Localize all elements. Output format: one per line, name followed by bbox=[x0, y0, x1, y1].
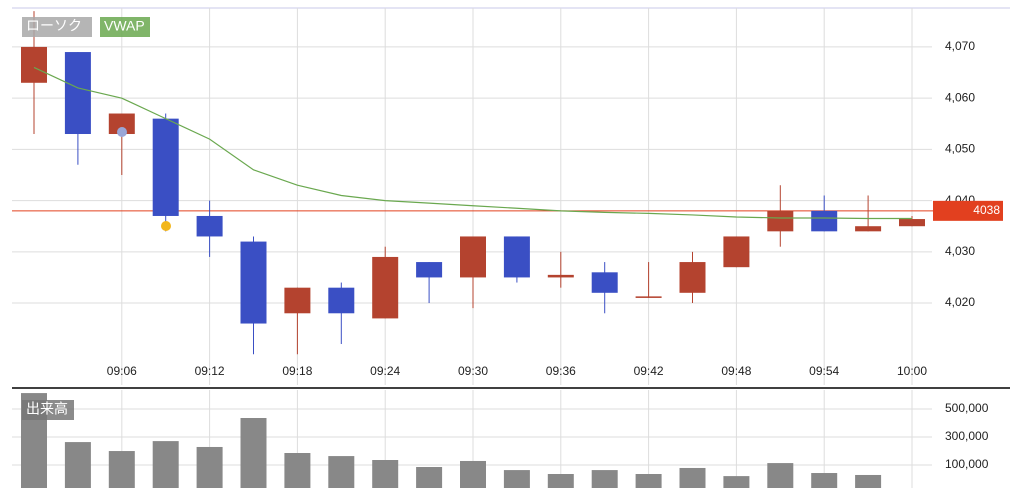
x-tick-label: 09:48 bbox=[721, 364, 751, 378]
candle-body bbox=[460, 236, 486, 278]
candle-body bbox=[811, 210, 838, 232]
candle-body bbox=[64, 52, 91, 135]
last-price-label: 4038 bbox=[973, 203, 1000, 217]
volume-bar bbox=[503, 470, 530, 488]
candle-body bbox=[635, 296, 662, 298]
candle-body bbox=[108, 113, 135, 135]
candle-body bbox=[21, 46, 47, 83]
volume-bar bbox=[64, 442, 91, 488]
volume-bar bbox=[240, 418, 267, 488]
x-tick-label: 09:42 bbox=[634, 364, 664, 378]
y-tick-label: 4,030 bbox=[945, 244, 975, 258]
x-tick-label: 09:12 bbox=[195, 364, 225, 378]
candle-body bbox=[767, 210, 794, 232]
candle-body bbox=[723, 236, 750, 268]
x-tick-label: 09:36 bbox=[546, 364, 576, 378]
volume-bar bbox=[416, 467, 443, 488]
x-tick-label: 09:30 bbox=[458, 364, 488, 378]
volume-bar bbox=[460, 460, 486, 488]
volume-bar bbox=[547, 474, 574, 488]
candle-body bbox=[240, 241, 267, 324]
y-tick-label: 4,070 bbox=[945, 39, 975, 53]
volume-bar bbox=[284, 453, 311, 488]
candle-body bbox=[372, 256, 399, 319]
candle-body bbox=[899, 219, 925, 227]
last-price-tag bbox=[933, 200, 1003, 221]
candle-body bbox=[547, 274, 574, 278]
candle-body bbox=[152, 118, 179, 216]
y-tick-label: 4,050 bbox=[945, 142, 975, 156]
volume-bar bbox=[591, 470, 618, 488]
volume-panel: 100,000 300,000 500,000 出来高 bbox=[12, 390, 989, 488]
candle-body bbox=[328, 287, 355, 314]
candle-body bbox=[591, 272, 618, 293]
volume-bar bbox=[108, 451, 135, 488]
volume-bar bbox=[328, 456, 355, 488]
volume-bar bbox=[811, 473, 838, 488]
vwap-line bbox=[33, 66, 912, 220]
legend-box bbox=[100, 17, 150, 37]
candle-body bbox=[196, 215, 223, 237]
candle-body bbox=[503, 236, 530, 278]
volume-bar bbox=[635, 474, 662, 488]
signal-dot bbox=[117, 127, 127, 137]
legend-label: ローソク bbox=[26, 18, 82, 34]
y-tick-label: 100,000 bbox=[945, 457, 989, 471]
volume-bar bbox=[767, 463, 794, 488]
x-tick-label: 09:54 bbox=[809, 364, 839, 378]
candle-body bbox=[416, 262, 443, 278]
volume-bar bbox=[723, 476, 750, 488]
signal-dot bbox=[161, 221, 171, 231]
x-tick-label: 09:18 bbox=[282, 364, 312, 378]
volume-bar bbox=[152, 441, 179, 488]
volume-bar bbox=[679, 467, 706, 488]
y-tick-label: 4,060 bbox=[945, 90, 975, 104]
x-tick-label: 09:24 bbox=[370, 364, 400, 378]
x-tick-label: 10:00 bbox=[897, 364, 927, 378]
y-tick-label: 300,000 bbox=[945, 429, 989, 443]
x-tick-label: 09:06 bbox=[107, 364, 137, 378]
candle-body bbox=[855, 226, 882, 232]
panel-title: 出来高 bbox=[26, 401, 68, 417]
y-tick-label: 4,020 bbox=[945, 295, 975, 309]
candle-body bbox=[679, 262, 706, 293]
volume-bar bbox=[196, 446, 223, 488]
legend-box bbox=[22, 17, 92, 37]
volume-bar bbox=[855, 474, 882, 488]
title-box bbox=[22, 400, 74, 420]
y-tick-label: 500,000 bbox=[945, 401, 989, 415]
candle-body bbox=[284, 287, 311, 314]
legend-label: VWAP bbox=[104, 18, 145, 34]
volume-bar bbox=[372, 460, 399, 488]
